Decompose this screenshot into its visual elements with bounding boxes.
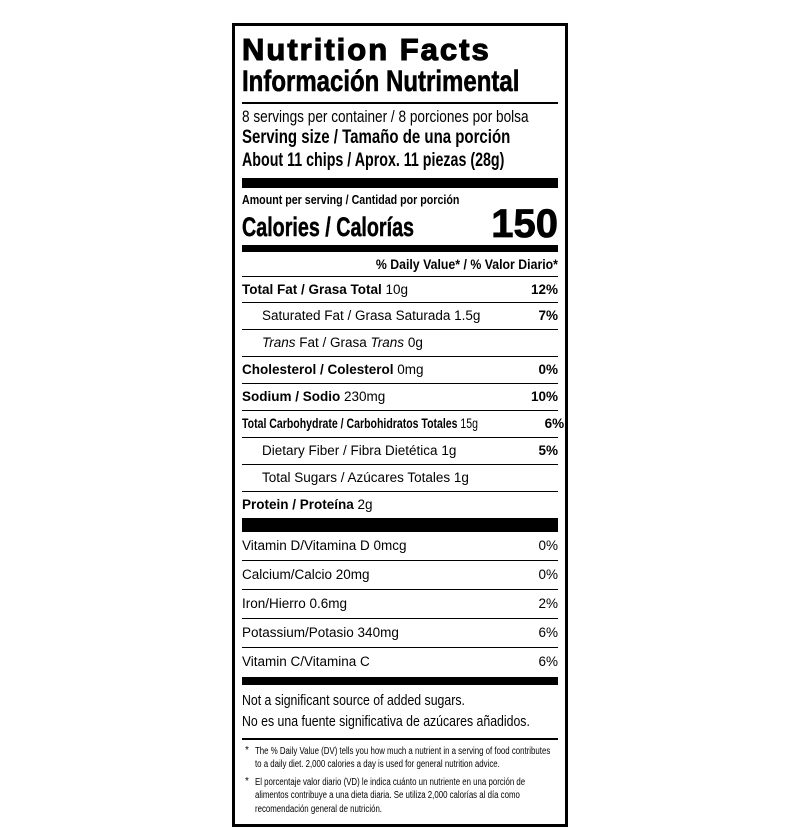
nutrient-amount: 1g: [450, 469, 469, 485]
nutrient-label: Total Carbohydrate / Carbohidratos Total…: [242, 415, 479, 431]
micronutrient-row: Potassium/Potasio 340mg 6%: [242, 618, 558, 647]
micronutrient-dv: 0%: [538, 567, 558, 583]
micronutrient-rows: Vitamin D/Vitamina D 0mcg 0% Calcium/Calci…: [242, 532, 558, 675]
nutrient-row: Saturated Fat / Grasa Saturada 1.5g 7%: [242, 302, 558, 329]
nutrient-amount: 10g: [381, 281, 409, 297]
header-divider: [242, 102, 558, 104]
footnotes: * The % Daily Value (DV) tells you how mu…: [242, 745, 558, 816]
micronutrient-row: Iron/Hierro 0.6mg 2%: [242, 589, 558, 618]
note-spanish: No es una fuente significativa de azúcar…: [242, 712, 530, 730]
micronutrient-label: Vitamin D/Vitamina D 0mcg: [242, 538, 407, 554]
medium-bar-vitamins: [242, 676, 558, 685]
micronutrient-label: Vitamin C/Vitamina C: [242, 653, 370, 669]
nutrient-rows: Total Fat / Grasa Total 10g 12% Saturated …: [242, 275, 564, 518]
nutrition-facts-label: Nutrition Facts Información Nutrimental …: [232, 23, 568, 827]
title-english: Nutrition Facts: [241, 32, 491, 67]
nutrient-row: Total Sugars / Azúcares Totales 1g: [242, 463, 558, 491]
micronutrient-dv: 0%: [538, 538, 558, 554]
footnote-text: The % Daily Value (DV) tells you how muc…: [255, 745, 551, 771]
micronutrient-dv: 6%: [538, 653, 558, 669]
nutrient-row: Trans Fat / Grasa Trans 0g: [242, 329, 558, 356]
nutrient-row: Total Carbohydrate / Carbohidratos Total…: [242, 409, 564, 437]
nutrient-amount: 15g: [457, 415, 479, 431]
footnote: * El porcentaje valor diario (VD) le indi…: [242, 776, 558, 816]
micronutrient-dv: 6%: [538, 625, 558, 641]
nutrient-dv: 12%: [530, 281, 558, 297]
note-english: Not a significant source of added sugars…: [242, 691, 465, 709]
footnote-marker: *: [245, 744, 249, 756]
micronutrient-row: Calcium/Calcio 20mg 0%: [242, 560, 558, 589]
thick-bar-protein: [242, 518, 558, 533]
nutrient-label: Sodium / Sodio 230mg: [242, 389, 386, 405]
nutrient-row: Cholesterol / Colesterol 0mg 0%: [242, 356, 558, 383]
nutrient-amount: 1g: [437, 442, 457, 458]
footnote-text: El porcentaje valor diario (VD) le indic…: [255, 777, 526, 815]
nutrient-dv: 5%: [538, 442, 558, 458]
nutrient-amount: 2g: [353, 496, 373, 512]
micronutrient-row: Vitamin D/Vitamina D 0mcg 0%: [242, 532, 558, 560]
daily-value-header: % Daily Value* / % Valor Diario*: [375, 255, 558, 272]
nutrient-label: Trans Fat / Grasa Trans 0g: [262, 335, 423, 351]
nutrient-row: Sodium / Sodio 230mg 10%: [242, 383, 558, 410]
nutrient-label: Cholesterol / Colesterol 0mg: [242, 362, 424, 378]
footnote-divider: [242, 737, 558, 740]
nutrient-label: Total Fat / Grasa Total 10g: [242, 281, 409, 297]
nutrient-amount: 230mg: [340, 389, 386, 405]
calories-label: Calories / Calorías: [242, 211, 414, 242]
nutrient-label: Dietary Fiber / Fibra Dietética 1g: [262, 442, 457, 458]
nutrient-dv: 6%: [544, 415, 565, 431]
added-sugars-notes: Not a significant source of added sugars…: [242, 685, 558, 738]
serving-size-label: Serving size / Tamaño de una porción: [242, 127, 511, 149]
calories-value: 150: [491, 201, 559, 246]
serving-size-value: About 11 chips / Aprox. 11 piezas (28g): [242, 149, 505, 171]
nutrient-dv: 10%: [530, 389, 558, 405]
nutrient-amount: 1.5g: [450, 308, 481, 324]
nutrient-label: Protein / Proteína 2g: [242, 496, 373, 512]
nutrient-amount: 0mg: [393, 362, 424, 378]
micronutrient-dv: 2%: [538, 596, 558, 612]
nutrient-label: Total Sugars / Azúcares Totales 1g: [262, 469, 469, 485]
medium-bar-calories: [242, 244, 558, 252]
micronutrient-row: Vitamin C/Vitamina C 6%: [242, 646, 558, 676]
micronutrient-label: Calcium/Calcio 20mg: [242, 567, 370, 583]
footnote-marker: *: [245, 776, 249, 788]
servings-per-container: 8 servings per container / 8 porciones p…: [242, 107, 529, 126]
title-spanish: Información Nutrimental: [242, 65, 520, 98]
nutrient-row: Dietary Fiber / Fibra Dietética 1g 5%: [242, 436, 558, 464]
footnote: * The % Daily Value (DV) tells you how mu…: [242, 745, 558, 771]
nutrient-amount: 0g: [404, 335, 423, 351]
calories-row: Calories / Calorías 150: [242, 201, 559, 246]
thick-bar-top: [242, 178, 558, 189]
micronutrient-label: Iron/Hierro 0.6mg: [242, 596, 348, 612]
nutrient-dv: 7%: [538, 308, 558, 324]
nutrient-row: Protein / Proteína 2g: [242, 490, 558, 518]
amount-per-serving-label: Amount per serving / Cantidad por porció…: [242, 192, 460, 208]
nutrient-dv: 0%: [538, 362, 558, 378]
micronutrient-label: Potassium/Potasio 340mg: [242, 625, 399, 641]
nutrient-row: Total Fat / Grasa Total 10g 12%: [242, 275, 558, 303]
nutrient-label: Saturated Fat / Grasa Saturada 1.5g: [262, 308, 481, 324]
